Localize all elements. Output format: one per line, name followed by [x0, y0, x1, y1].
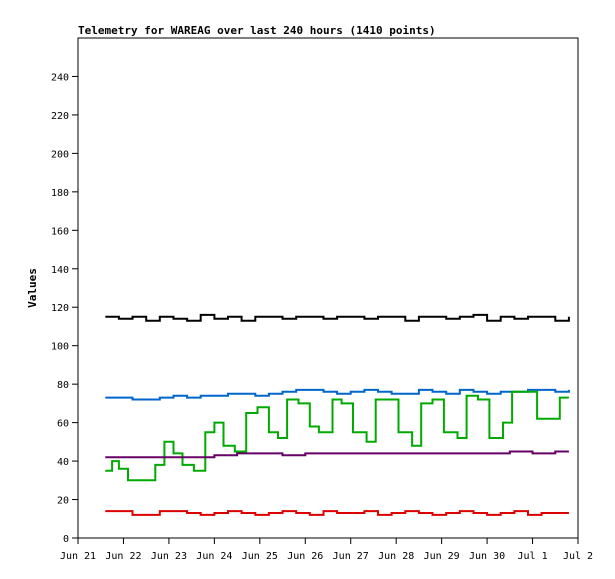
y-tick-label: 120 — [51, 303, 69, 314]
y-tick-label: 160 — [51, 226, 69, 237]
y-tick-label: 220 — [51, 111, 69, 122]
plot-frame — [77, 37, 579, 539]
y-tick-label: 240 — [51, 72, 69, 83]
series-line-3 — [105, 450, 569, 459]
x-axis: Jun 21 Jun 22 Jun 23 Jun 24 Jun 25 Jun 26 Jun … — [60, 538, 593, 562]
x-tick-label: Jul 2 — [563, 551, 593, 562]
y-tick-label: 40 — [57, 457, 69, 468]
series-line-4 — [105, 510, 569, 516]
series-layer — [105, 313, 570, 516]
y-tick-label: 0 — [63, 534, 69, 545]
y-tick-label: 80 — [57, 380, 69, 391]
x-tick-label: Jun 23 — [151, 551, 187, 562]
x-tick-label: Jun 29 — [424, 551, 460, 562]
x-tick-label: Jun 25 — [242, 551, 278, 562]
y-axis: 0 20 40 60 80 100 120 140 160 180 200 220 240 — [51, 72, 78, 545]
series-line-0 — [105, 313, 570, 322]
y-tick-label: 180 — [51, 188, 69, 199]
y-tick-label: 140 — [51, 265, 69, 276]
y-tick-label: 200 — [51, 149, 69, 160]
series-line-1 — [105, 388, 570, 401]
x-tick-label: Jun 27 — [333, 551, 369, 562]
x-tick-label: Jun 22 — [105, 551, 141, 562]
x-tick-label: Jun 28 — [378, 551, 414, 562]
y-tick-label: 20 — [57, 496, 69, 507]
x-tick-label: Jun 21 — [60, 551, 96, 562]
x-tick-label: Jun 24 — [196, 551, 232, 562]
y-tick-label: 100 — [51, 342, 69, 353]
x-tick-label: Jun 30 — [469, 551, 505, 562]
series-line-2 — [105, 390, 569, 482]
y-axis-label: Values — [26, 268, 39, 308]
y-tick-label: 60 — [57, 419, 69, 430]
x-tick-label: Jul 1 — [517, 551, 547, 562]
x-tick-label: Jun 26 — [287, 551, 323, 562]
chart-title: Telemetry for WAREAG over last 240 hours… — [78, 24, 436, 37]
